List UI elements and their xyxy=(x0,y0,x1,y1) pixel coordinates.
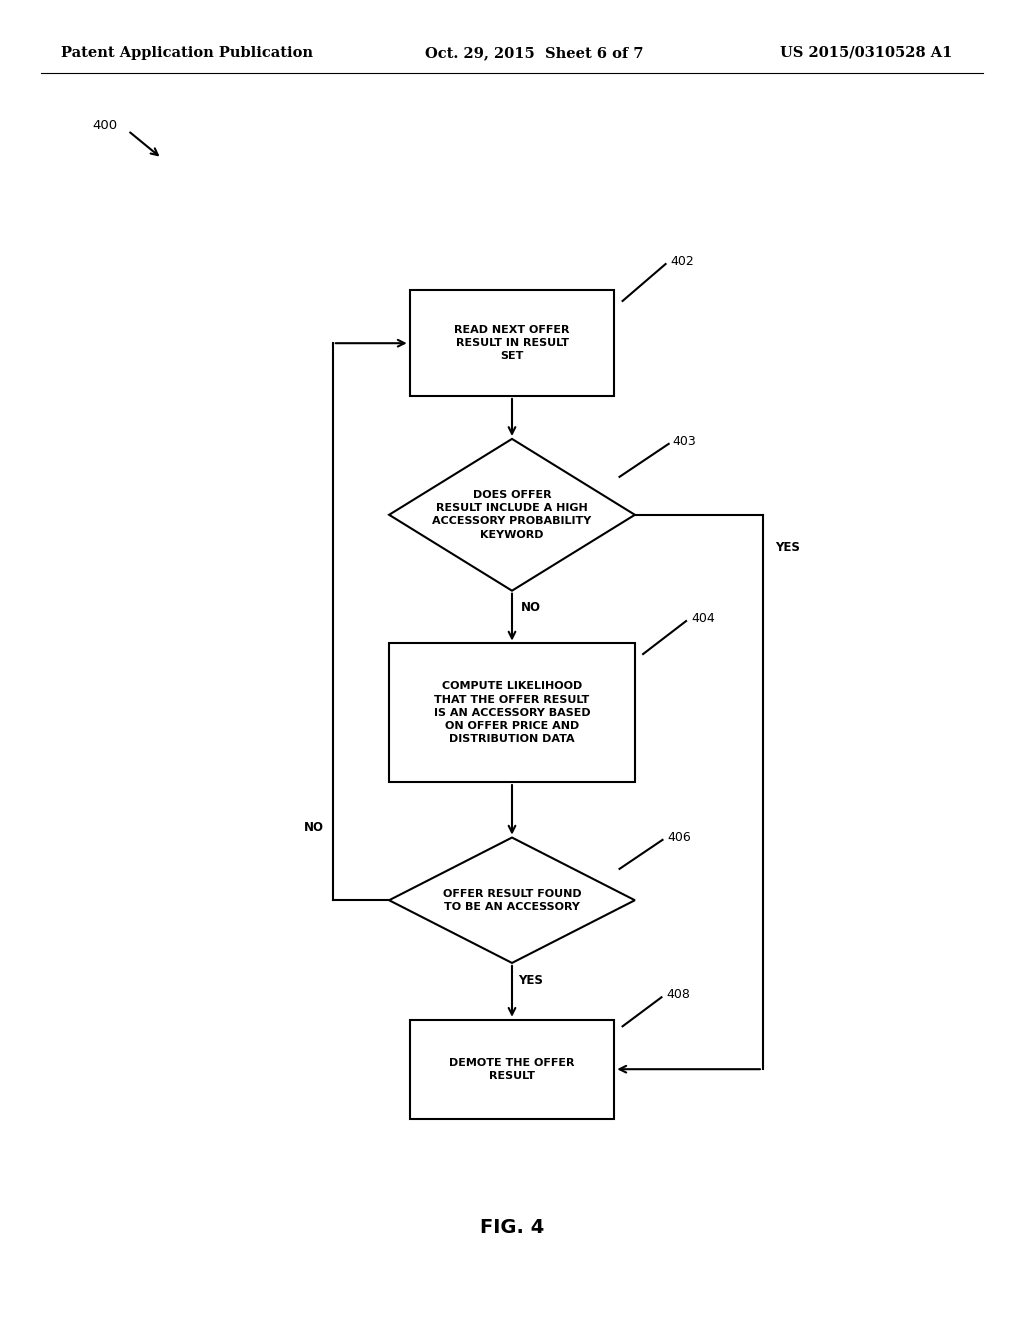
Text: READ NEXT OFFER
RESULT IN RESULT
SET: READ NEXT OFFER RESULT IN RESULT SET xyxy=(455,325,569,362)
Text: 403: 403 xyxy=(673,434,696,447)
Text: 406: 406 xyxy=(668,830,691,843)
Text: COMPUTE LIKELIHOOD
THAT THE OFFER RESULT
IS AN ACCESSORY BASED
ON OFFER PRICE AN: COMPUTE LIKELIHOOD THAT THE OFFER RESULT… xyxy=(434,681,590,744)
Polygon shape xyxy=(389,438,635,591)
Text: NO: NO xyxy=(520,602,541,614)
Text: YES: YES xyxy=(518,974,543,986)
Bar xyxy=(389,643,635,781)
Text: Patent Application Publication: Patent Application Publication xyxy=(61,46,313,59)
Text: US 2015/0310528 A1: US 2015/0310528 A1 xyxy=(780,46,952,59)
Text: FIG. 4: FIG. 4 xyxy=(480,1218,544,1237)
Bar xyxy=(410,290,614,396)
Text: YES: YES xyxy=(775,541,800,554)
Text: NO: NO xyxy=(304,821,325,834)
Bar xyxy=(410,1020,614,1119)
Text: 404: 404 xyxy=(691,612,715,624)
Text: OFFER RESULT FOUND
TO BE AN ACCESSORY: OFFER RESULT FOUND TO BE AN ACCESSORY xyxy=(442,888,582,912)
Text: 408: 408 xyxy=(667,989,690,1001)
Text: 400: 400 xyxy=(92,119,118,132)
Text: DOES OFFER
RESULT INCLUDE A HIGH
ACCESSORY PROBABILITY
KEYWORD: DOES OFFER RESULT INCLUDE A HIGH ACCESSO… xyxy=(432,490,592,540)
Text: Oct. 29, 2015  Sheet 6 of 7: Oct. 29, 2015 Sheet 6 of 7 xyxy=(425,46,643,59)
Text: DEMOTE THE OFFER
RESULT: DEMOTE THE OFFER RESULT xyxy=(450,1057,574,1081)
Polygon shape xyxy=(389,838,635,964)
Text: 402: 402 xyxy=(671,255,694,268)
